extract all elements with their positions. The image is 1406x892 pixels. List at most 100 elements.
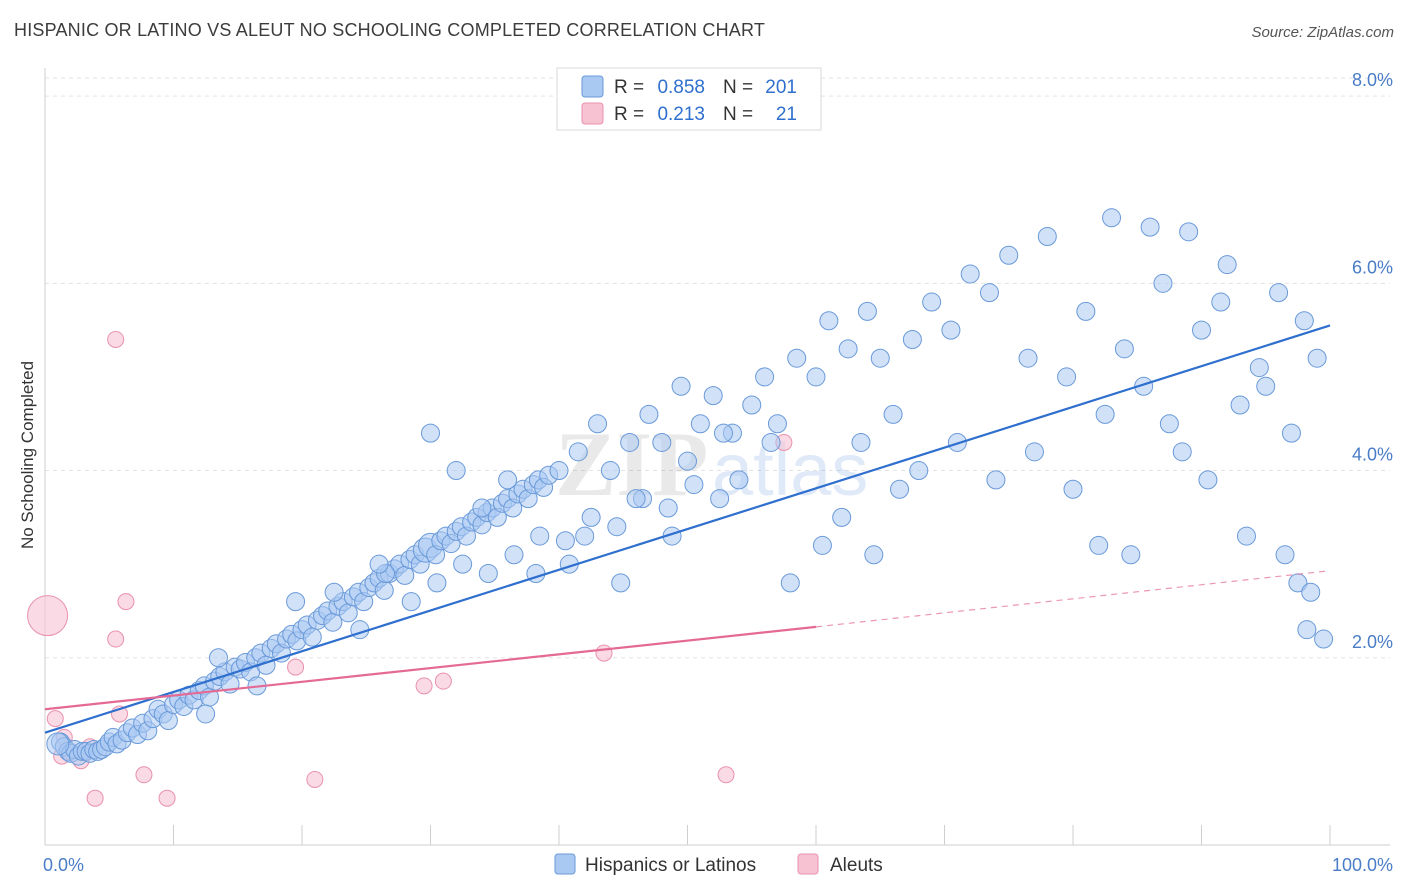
hispanic-point [374, 580, 394, 600]
hispanic-point [851, 432, 871, 452]
hispanic-point [530, 526, 550, 546]
legend-swatch-aleuts [797, 853, 819, 875]
x-tick-label: 0.0% [43, 855, 84, 875]
chart-source: Source: ZipAtlas.com [1251, 24, 1394, 41]
hispanic-point [787, 348, 807, 368]
hispanic-point [286, 592, 306, 612]
hispanic-point [713, 423, 733, 443]
hispanic-point [1018, 348, 1038, 368]
hispanic-point [427, 573, 447, 593]
hispanic-point [999, 245, 1019, 265]
aleut-point [46, 710, 64, 728]
aleuts-trend-line-extrapolated [815, 570, 1331, 628]
hispanic-point [369, 554, 389, 574]
hispanic-point [1236, 526, 1256, 546]
hispanic-point [446, 461, 466, 481]
hispanic-point [1089, 535, 1109, 555]
stats-r-value-blue: 0.858 [657, 77, 705, 98]
hispanic-point [883, 404, 903, 424]
hispanic-point [498, 470, 518, 490]
hispanic-point [1211, 292, 1231, 312]
hispanic-point [671, 376, 691, 396]
aleut-point [415, 677, 433, 695]
hispanic-point [909, 461, 929, 481]
hispanic-point [611, 573, 631, 593]
hispanic-point [421, 423, 440, 443]
aleut-point [107, 330, 125, 348]
hispanic-point [1217, 255, 1237, 275]
hispanic-point [1121, 545, 1141, 565]
hispanic-point [870, 348, 890, 368]
hispanic-point [478, 564, 498, 584]
hispanic-point [864, 545, 884, 565]
hispanic-point [890, 479, 910, 499]
stats-r-label-blue: R = [614, 77, 644, 98]
hispanic-point [819, 311, 839, 331]
y-tick-label: 4.0% [1352, 445, 1393, 465]
bottom-legend: Hispanics or Latinos Aleuts [554, 853, 883, 876]
hispanic-point [960, 264, 980, 284]
hispanic-point [575, 526, 595, 546]
chart-title: HISPANIC OR LATINO VS ALEUT NO SCHOOLING… [14, 20, 766, 40]
hispanic-point [1140, 217, 1160, 237]
hispanic-point [1063, 479, 1083, 499]
hispanic-point [568, 442, 588, 462]
hispanic-point [690, 414, 710, 434]
aleut-point [27, 595, 69, 637]
hispanics-points [46, 208, 1334, 766]
hispanic-point [401, 592, 421, 612]
aleut-point [287, 658, 305, 676]
y-tick-label: 8.0% [1352, 70, 1393, 90]
hispanic-point [806, 367, 826, 387]
hispanic-point [581, 507, 601, 527]
y-tick-labels: 2.0% 4.0% 6.0% 8.0% [1352, 70, 1393, 652]
hispanic-point [742, 395, 762, 415]
hispanic-point [1076, 301, 1096, 321]
hispanic-point [1297, 620, 1317, 640]
stats-swatch-pink [581, 102, 604, 125]
hispanic-point [302, 627, 322, 647]
hispanic-point [46, 732, 70, 756]
hispanic-point [1249, 358, 1269, 378]
hispanic-point [684, 475, 704, 495]
hispanic-point [1172, 442, 1192, 462]
hispanic-point [1037, 227, 1057, 247]
hispanic-point [588, 414, 608, 434]
y-axis-title: No Schooling Completed [18, 361, 37, 549]
hispanic-point [208, 648, 228, 668]
x-tick-labels: 0.0% 100.0% [43, 855, 1393, 875]
axes [44, 68, 1390, 846]
aleut-point [717, 766, 735, 784]
legend-swatch-hispanics [554, 853, 576, 875]
hispanic-point [453, 554, 473, 574]
hispanic-point [832, 507, 852, 527]
hispanic-point [1198, 470, 1218, 490]
hispanic-point [1102, 208, 1122, 228]
hispanic-point [196, 704, 216, 724]
hispanic-point [767, 414, 787, 434]
aleut-point [86, 789, 104, 807]
aleut-point [135, 766, 153, 784]
stats-swatch-blue [581, 75, 604, 98]
hispanic-point [1095, 404, 1115, 424]
hispanic-point [158, 710, 178, 730]
hispanic-point [626, 489, 646, 509]
stats-n-value-pink: 21 [776, 104, 797, 125]
hispanic-point [1256, 376, 1276, 396]
hispanic-point [1275, 545, 1295, 565]
stats-legend-box: R = 0.858 N = 201 R = 0.213 N = 21 [556, 67, 822, 131]
hispanic-point [620, 432, 640, 452]
hispanic-point [639, 404, 659, 424]
hispanic-point [710, 489, 730, 509]
hispanic-point [1179, 222, 1199, 242]
hispanic-point [555, 531, 575, 551]
hispanic-point [1192, 320, 1211, 340]
hispanic-point [922, 292, 942, 312]
hispanic-point [1314, 629, 1334, 649]
aleut-point [117, 593, 135, 611]
y-tick-label: 2.0% [1352, 632, 1393, 652]
hispanic-point [338, 603, 358, 623]
hispanic-point [1153, 273, 1173, 293]
legend-label-hispanics: Hispanics or Latinos [585, 855, 756, 876]
